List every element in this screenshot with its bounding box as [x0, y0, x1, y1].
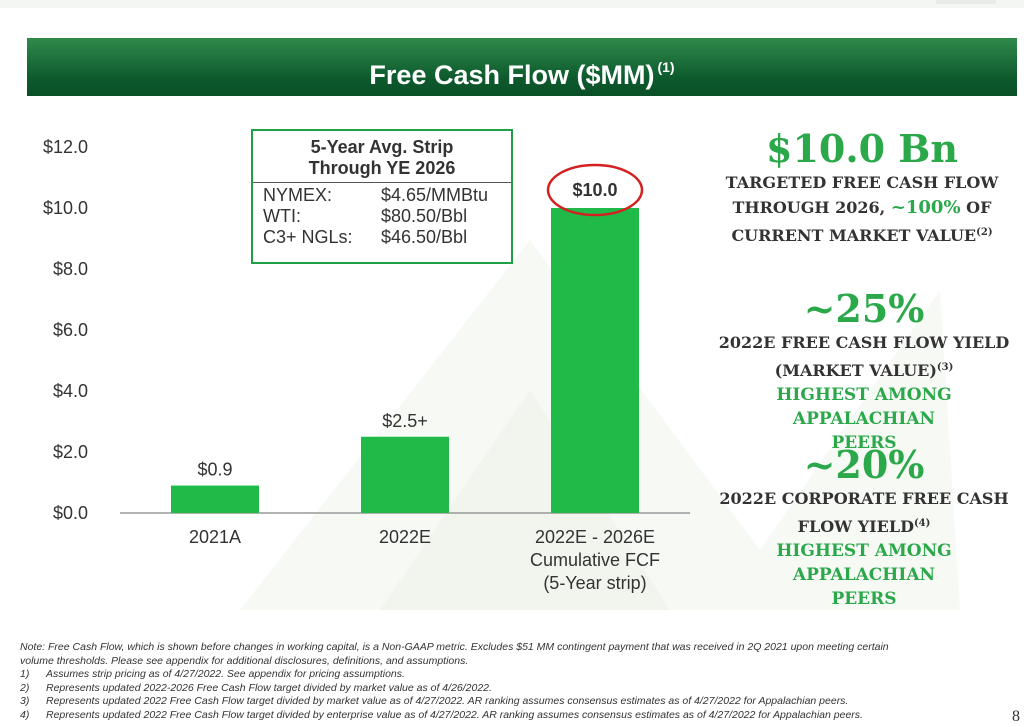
x-category-label: 2021A [189, 527, 241, 547]
footnote-ref: (4) [913, 518, 931, 529]
footnote-number: 3) [20, 695, 30, 707]
footnote-main-1: Note: Free Cash Flow, which is shown bef… [20, 641, 889, 653]
footnote-item: 1) Assumes strip pricing as of 4/27/2022.… [20, 668, 1000, 682]
x-category-label: 2022E [379, 527, 431, 547]
highlight-circle [546, 163, 644, 217]
caption-text: (MARKET VALUE) [774, 361, 937, 380]
fcf-target-value: $10.0 Bn [766, 126, 958, 171]
bar-data-label: $0.9 [197, 460, 232, 480]
fcf-bar-chart: $0.0 $2.0 $4.0 $6.0 $8.0 $10.0 $12.0 $0.9 2021A $… [43, 137, 690, 593]
top-mark [936, 0, 996, 4]
footnote-item: 2) Represents updated 2022-2026 Free Cash… [20, 682, 1000, 696]
footnote-main-2: volume thresholds. Please see appendix f… [20, 654, 469, 667]
strip-label: WTI: [263, 206, 301, 226]
strip-value: $80.50/Bbl [381, 206, 468, 226]
strip-title-line1: 5-Year Avg. Strip [310, 137, 454, 157]
strip-title-line2: Through YE 2026 [308, 158, 456, 178]
corporate-yield-caption-2: FLOW YIELD(4) [710, 511, 1018, 539]
page-title: Free Cash Flow ($MM) [369, 60, 655, 90]
y-tick-label: $8.0 [53, 259, 88, 279]
footnote-ref: (3) [936, 362, 954, 373]
page-title-banner: Free Cash Flow ($MM) (1) [27, 38, 1017, 96]
corporate-yield-highlight-2: PEERS [831, 589, 897, 609]
strip-label: NYMEX: [263, 185, 333, 205]
strip-pricing-box: 5-Year Avg. Strip Through YE 2026 NYMEX:… [251, 129, 513, 264]
fcf-target-block: $10.0 Bn TARGETED FREE CASH FLOW THROUGH… [706, 126, 1018, 248]
fcf-yield-highlight-1: HIGHEST AMONG APPALACHIAN [776, 385, 952, 429]
x-category-label: Cumulative FCF [530, 550, 660, 570]
y-tick-label: $4.0 [53, 381, 88, 401]
corporate-yield-highlight-1: HIGHEST AMONG APPALACHIAN [776, 541, 952, 585]
top-line [0, 0, 1024, 8]
fcf-yield-value: ~25% [803, 286, 925, 331]
x-category-label: 2022E - 2026E [535, 527, 655, 547]
bar [361, 436, 449, 513]
strip-value: $4.65/MMBtu [381, 185, 489, 205]
x-category-label: (5-Year strip) [543, 573, 646, 593]
bar-data-label: $10.0 [572, 180, 617, 200]
footnote-text: Assumes strip pricing as of 4/27/2022. S… [46, 668, 405, 680]
strip-value: $46.50/Bbl [381, 227, 468, 247]
bar-data-label: $2.5+ [382, 411, 428, 431]
y-tick-label: $2.0 [53, 442, 88, 462]
strip-row: NYMEX: $4.65/MMBtu [263, 185, 488, 206]
footnote-text: Represents updated 2022-2026 Free Cash F… [46, 681, 492, 694]
footnote-number: 1) [20, 668, 30, 680]
corporate-yield-block: ~20% 2022E CORPORATE FREE CASH FLOW YIEL… [710, 442, 1018, 611]
footnote-item: 4) Represents updated 2022 Free Cash Flow… [20, 709, 1000, 723]
footnote-number: 4) [20, 708, 30, 721]
market-value-pct: ~100% [890, 197, 961, 218]
bar [551, 208, 639, 513]
corporate-yield-caption-1: 2022E CORPORATE FREE CASH [719, 489, 1009, 508]
y-tick-label: $0.0 [53, 503, 88, 523]
corporate-yield-value: ~20% [803, 442, 925, 487]
caption-text: CURRENT MARKET VALUE [731, 226, 977, 245]
strip-row: C3+ NGLs: $46.50/Bbl [263, 227, 488, 248]
fcf-target-caption-2: THROUGH 2026, ~100% OF [706, 195, 1018, 220]
y-tick-label: $6.0 [53, 320, 88, 340]
caption-text: FLOW YIELD [797, 517, 914, 536]
footnote-text: Represents updated 2022 Free Cash Flow t… [46, 708, 863, 721]
caption-text: OF [966, 198, 992, 217]
strip-row: WTI: $80.50/Bbl [263, 206, 488, 227]
caption-text: THROUGH 2026, [732, 198, 886, 217]
page-title-footnote: (1) [657, 59, 675, 75]
footnote-number: 2) [20, 681, 30, 694]
footnotes: Note: Free Cash Flow, which is shown bef… [20, 641, 1000, 722]
footnote-item: 3) Represents updated 2022 Free Cash Flow… [20, 695, 1000, 709]
footnote-ref: (2) [976, 227, 993, 238]
fcf-yield-caption-2: (MARKET VALUE)(3) [710, 355, 1018, 383]
strip-label: C3+ NGLs: [263, 227, 353, 247]
bar [171, 485, 259, 513]
y-tick-label: $12.0 [43, 137, 88, 157]
footnote-text: Represents updated 2022 Free Cash Flow t… [46, 695, 849, 707]
fcf-yield-highlight-2: PEERS [831, 433, 897, 453]
page-number: 8 [1012, 708, 1020, 725]
fcf-target-caption-1: TARGETED FREE CASH FLOW [725, 173, 999, 192]
strip-divider [253, 182, 511, 183]
fcf-yield-block: ~25% 2022E FREE CASH FLOW YIELD (MARKET … [710, 286, 1018, 455]
fcf-yield-caption-1: 2022E FREE CASH FLOW YIELD [718, 333, 1010, 352]
y-tick-label: $10.0 [43, 198, 88, 218]
fcf-target-caption-3: CURRENT MARKET VALUE(2) [706, 220, 1018, 248]
strip-table: NYMEX: $4.65/MMBtu WTI: $80.50/Bbl C3+ NGL… [263, 185, 488, 248]
